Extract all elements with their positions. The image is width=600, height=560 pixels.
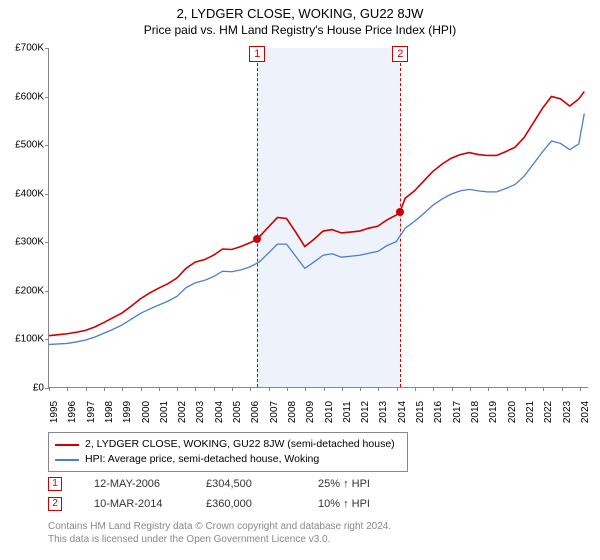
x-axis-label: 1996 <box>67 401 78 423</box>
x-axis-label: 1997 <box>86 401 97 423</box>
legend-text: HPI: Average price, semi-detached house,… <box>85 452 319 467</box>
event-marker-label: 1 <box>249 46 265 62</box>
x-axis-label: 2017 <box>452 401 463 423</box>
x-axis-label: 2020 <box>507 401 518 423</box>
event-date: 10-MAR-2014 <box>94 498 174 510</box>
legend-item: HPI: Average price, semi-detached house,… <box>55 452 401 467</box>
x-axis-label: 2022 <box>543 401 554 423</box>
legend-swatch <box>55 459 79 461</box>
x-axis-label: 2000 <box>141 401 152 423</box>
event-row-marker: 2 <box>48 497 62 511</box>
footer-line-1: Contains HM Land Registry data © Crown c… <box>48 520 391 533</box>
footer-line-2: This data is licensed under the Open Gov… <box>48 533 391 546</box>
footer-attribution: Contains HM Land Registry data © Crown c… <box>48 520 391 546</box>
x-axis-label: 2010 <box>324 401 335 423</box>
x-axis-label: 2019 <box>488 401 499 423</box>
x-axis-label: 1999 <box>122 401 133 423</box>
chart-title: 2, LYDGER CLOSE, WOKING, GU22 8JW <box>0 0 600 21</box>
x-axis-label: 2009 <box>305 401 316 423</box>
event-row-marker: 1 <box>48 477 62 491</box>
event-price: £304,500 <box>206 478 286 490</box>
series-line <box>49 92 584 336</box>
x-axis-label: 2002 <box>177 401 188 423</box>
x-axis-label: 2012 <box>360 401 371 423</box>
y-axis-label: £600K <box>0 91 44 102</box>
event-delta: 10% ↑ HPI <box>318 498 398 510</box>
x-axis-label: 2011 <box>342 401 353 423</box>
y-axis-label: £700K <box>0 43 44 54</box>
event-marker-label: 2 <box>392 46 408 62</box>
y-axis-label: £0 <box>0 383 44 394</box>
x-axis-label: 2015 <box>415 401 426 423</box>
event-row: 1 12-MAY-2006 £304,500 25% ↑ HPI <box>48 474 398 494</box>
x-axis-label: 1998 <box>104 401 115 423</box>
x-axis-label: 2004 <box>214 401 225 423</box>
chart-container: { "title": "2, LYDGER CLOSE, WOKING, GU2… <box>0 0 600 560</box>
x-axis-label: 2021 <box>525 401 536 423</box>
series-line <box>49 113 584 344</box>
x-axis-label: 2023 <box>562 401 573 423</box>
y-axis-label: £100K <box>0 334 44 345</box>
event-dot <box>396 208 404 216</box>
lines-svg <box>49 48 588 387</box>
x-axis-label: 2003 <box>195 401 206 423</box>
x-axis-label: 2014 <box>397 401 408 423</box>
event-delta: 25% ↑ HPI <box>318 478 398 490</box>
x-axis-label: 2007 <box>269 401 280 423</box>
chart-subtitle: Price paid vs. HM Land Registry's House … <box>0 21 600 37</box>
event-row: 2 10-MAR-2014 £360,000 10% ↑ HPI <box>48 494 398 514</box>
plot-area: 1995199619971998199920002001200220032004… <box>48 48 588 388</box>
x-axis-label: 1995 <box>49 401 60 423</box>
x-axis-label: 2001 <box>159 401 170 423</box>
x-axis-label: 2013 <box>378 401 389 423</box>
x-axis-label: 2005 <box>232 401 243 423</box>
events-table: 1 12-MAY-2006 £304,500 25% ↑ HPI 2 10-MAR-201… <box>48 474 398 514</box>
x-axis-label: 2008 <box>287 401 298 423</box>
x-axis-label: 2018 <box>470 401 481 423</box>
legend-text: 2, LYDGER CLOSE, WOKING, GU22 8JW (semi-… <box>85 437 395 452</box>
event-price: £360,000 <box>206 498 286 510</box>
legend-swatch <box>55 444 79 446</box>
legend-box: 2, LYDGER CLOSE, WOKING, GU22 8JW (semi-… <box>48 432 408 472</box>
x-axis-label: 2016 <box>433 401 444 423</box>
event-dot <box>253 235 261 243</box>
y-axis-label: £400K <box>0 188 44 199</box>
x-axis-label: 2006 <box>250 401 261 423</box>
event-date: 12-MAY-2006 <box>94 478 174 490</box>
y-axis-label: £200K <box>0 285 44 296</box>
x-axis-label: 2024 <box>580 401 591 423</box>
y-axis-label: £300K <box>0 237 44 248</box>
y-axis-label: £500K <box>0 140 44 151</box>
legend-item: 2, LYDGER CLOSE, WOKING, GU22 8JW (semi-… <box>55 437 401 452</box>
